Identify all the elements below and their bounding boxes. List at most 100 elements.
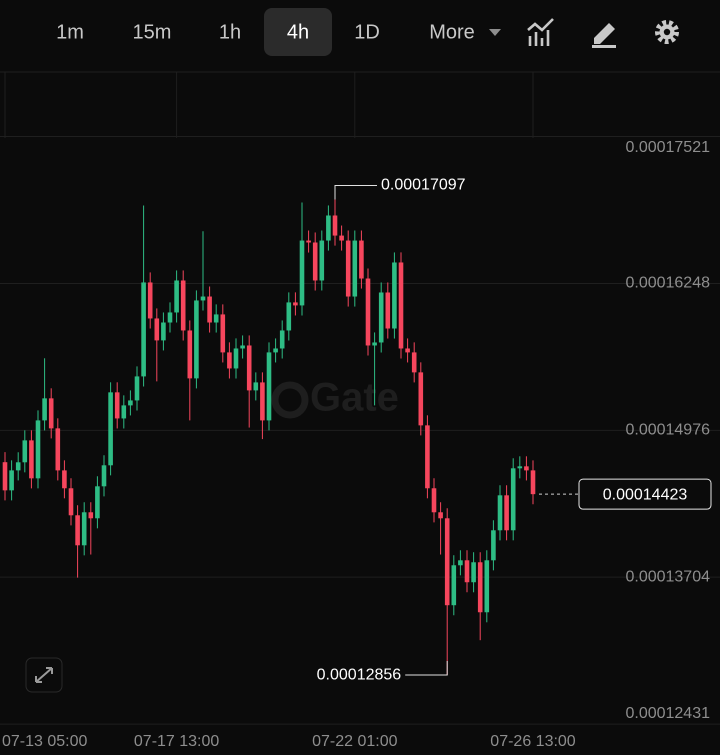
settings-icon[interactable] (655, 20, 679, 44)
expand-button[interactable] (25, 657, 63, 693)
candle-body (451, 565, 457, 606)
low-marker-line (405, 661, 448, 676)
draw-icon[interactable] (592, 23, 616, 48)
more-button[interactable]: More (429, 21, 475, 43)
interval-button[interactable]: 1h (219, 21, 241, 43)
candle-body (207, 296, 212, 323)
candle-body (62, 470, 67, 489)
candle-body (141, 282, 146, 377)
interval-button[interactable]: 1m (56, 21, 84, 43)
candle-body (81, 512, 87, 546)
candle-body (517, 466, 523, 469)
candle-body (352, 240, 358, 297)
candle-body (147, 282, 153, 319)
last-price-box (578, 478, 712, 510)
candle-body (332, 215, 338, 236)
candle-body (154, 318, 160, 341)
watermark-text: Gate (310, 376, 399, 420)
candle-body (339, 235, 344, 241)
interval-button[interactable]: 1D (354, 21, 380, 43)
x-tick-label: 07-13 05:00 (2, 733, 88, 750)
candle-body (187, 330, 193, 379)
x-tick-label: 07-26 13:00 (490, 733, 576, 750)
high-marker-line (334, 184, 377, 200)
expand-icon[interactable] (35, 667, 53, 683)
y-tick-label: 0.00013704 (625, 568, 710, 585)
candle-body (75, 515, 80, 546)
low-label: 0.00012856 (317, 666, 402, 683)
candle-body (95, 486, 100, 519)
candle-body (260, 382, 265, 421)
indicator-icon[interactable] (527, 18, 554, 46)
candle-body (246, 345, 252, 391)
candle-body (392, 262, 397, 329)
candle-body (233, 348, 239, 369)
candle-body (194, 300, 199, 379)
candle-body (213, 314, 219, 323)
candle-body (128, 400, 133, 406)
candle-body (491, 530, 496, 561)
candle-body (22, 440, 28, 463)
candle-body (411, 352, 417, 373)
candle-body (385, 292, 391, 329)
plot-area (0, 72, 720, 725)
candle-body (431, 488, 437, 513)
candle-body (504, 495, 509, 531)
candle-body (134, 376, 140, 401)
candle-body (425, 425, 430, 489)
candle-body (167, 312, 173, 323)
high-label: 0.00017097 (381, 177, 466, 194)
candle-body (220, 314, 226, 353)
candle-body (510, 468, 516, 531)
interval-button[interactable]: 4h (287, 21, 309, 43)
candle-body (29, 440, 34, 479)
candle-body (88, 512, 94, 519)
candle-body (114, 392, 120, 419)
candle-body (15, 462, 21, 471)
candle-body (530, 470, 536, 495)
x-tick-label: 07-17 13:00 (134, 733, 220, 750)
candle-body (286, 302, 292, 331)
candle-body (484, 560, 490, 613)
candle-body (48, 398, 54, 429)
candle-body (273, 348, 278, 353)
candle-body (200, 296, 206, 301)
y-tick-label: 0.00012431 (625, 705, 710, 722)
candle-body (326, 215, 331, 241)
candle-body (372, 342, 377, 346)
candle-body (306, 240, 311, 243)
more-caret[interactable] (489, 29, 501, 36)
active-interval-bg (264, 8, 332, 56)
candle-body (180, 280, 186, 331)
candle-body (398, 262, 404, 349)
candle-body (524, 466, 529, 471)
candle-body (174, 280, 179, 313)
candle-body (477, 562, 483, 613)
candle-body (471, 562, 476, 583)
candle-body (312, 242, 318, 281)
candle-body (227, 352, 232, 369)
candle-body (458, 560, 463, 566)
candle-body (279, 330, 285, 349)
candle-body (253, 382, 259, 391)
candle-body (365, 278, 371, 346)
candle-body (108, 392, 113, 466)
candle-body (299, 240, 305, 306)
interval-button[interactable]: 15m (133, 21, 172, 43)
y-tick-label: 0.00016248 (625, 275, 710, 292)
x-tick-label: 07-22 01:00 (312, 733, 398, 750)
candle-body (121, 405, 127, 419)
candle-body (497, 495, 503, 531)
candle-body (444, 518, 450, 606)
candle-body (359, 240, 364, 279)
candle-body (35, 420, 41, 479)
candle-body (418, 372, 424, 426)
candle-body (293, 302, 298, 306)
candle-body (319, 240, 325, 281)
candle-body (9, 470, 14, 491)
candle-body (464, 560, 470, 583)
candle-body (378, 292, 384, 343)
watermark: Gate (271, 376, 399, 420)
candle-body (405, 348, 410, 353)
